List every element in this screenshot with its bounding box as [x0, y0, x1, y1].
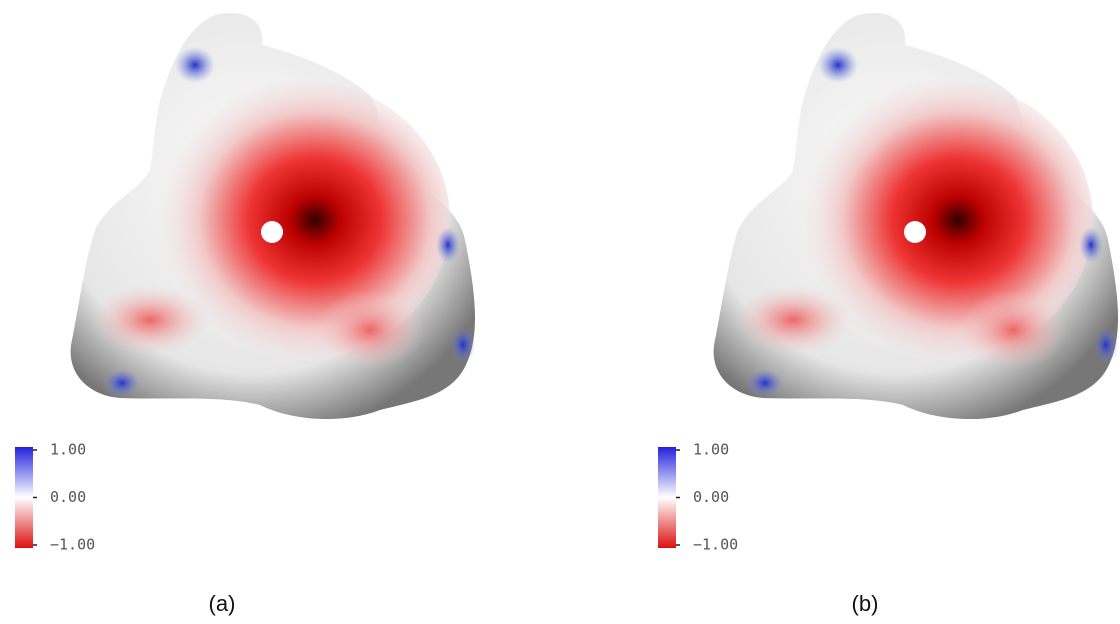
caption: (b): [852, 591, 879, 616]
colorbar: [658, 447, 676, 548]
molecule-surface: [714, 13, 1118, 419]
figure: 1.00 0.00 −1.00 (a) 1.00 0.00 −1.00 (b): [0, 0, 1120, 624]
colorbar-label: 1.00: [50, 441, 86, 459]
colorbar: [15, 447, 33, 548]
caption: (a): [209, 591, 236, 616]
panel: 1.00 0.00 −1.00 (a): [15, 13, 475, 616]
colorbar-label: −1.00: [50, 536, 95, 554]
colorbar-label: 1.00: [693, 441, 729, 459]
colorbar-label: 0.00: [693, 488, 729, 506]
panel: 1.00 0.00 −1.00 (b): [658, 13, 1118, 616]
molecule-surface: [71, 13, 475, 419]
colorbar-label: 0.00: [50, 488, 86, 506]
colorbar-label: −1.00: [693, 536, 738, 554]
